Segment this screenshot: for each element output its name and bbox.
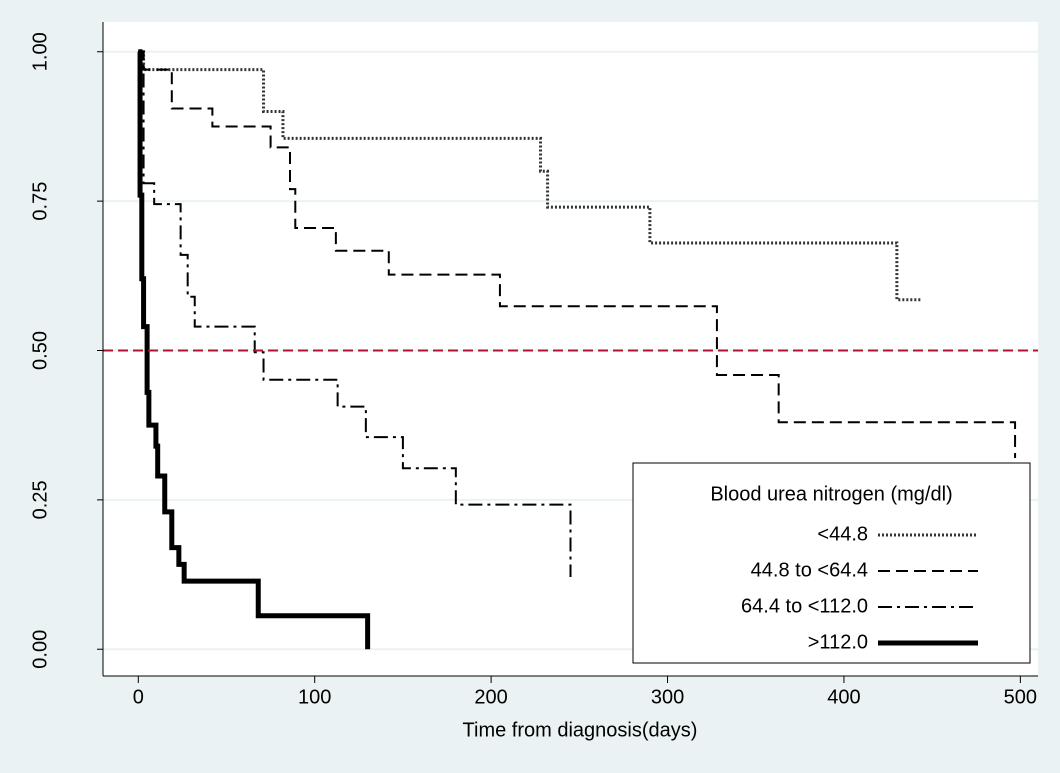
survival-curve xyxy=(138,50,1017,459)
x-tick-label: 300 xyxy=(651,686,684,708)
x-axis-label: Time from diagnosis(days) xyxy=(463,719,698,741)
legend-label: >112.0 xyxy=(808,631,868,653)
y-tick-label: 1.00 xyxy=(29,32,51,71)
survival-curve xyxy=(138,50,572,577)
legend-box xyxy=(632,462,1031,664)
x-tick-label: 500 xyxy=(1004,686,1037,708)
legend-label: <44.8 xyxy=(817,523,868,545)
legend-title: Blood urea nitrogen (mg/dl) xyxy=(710,483,952,505)
x-tick-label: 0 xyxy=(133,686,144,708)
legend-label: 64.4 to <112.0 xyxy=(741,595,868,617)
survival-curve xyxy=(137,49,371,650)
y-tick-label: 0.75 xyxy=(29,182,51,221)
x-tick-label: 200 xyxy=(474,686,507,708)
legend-label: 44.8 to <64.4 xyxy=(751,559,868,581)
x-tick-label: 100 xyxy=(298,686,331,708)
survival-curve xyxy=(138,50,922,302)
x-tick-label: 400 xyxy=(827,686,860,708)
y-tick-label: 0.00 xyxy=(29,630,51,669)
y-tick-label: 0.25 xyxy=(29,480,51,519)
y-tick-label: 0.50 xyxy=(29,331,51,370)
